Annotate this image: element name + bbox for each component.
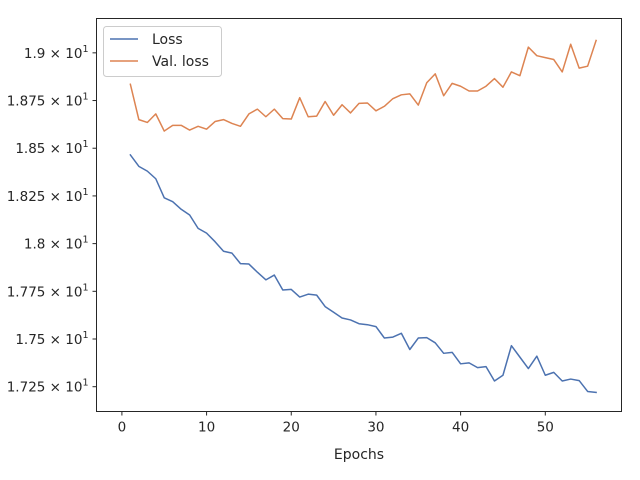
series-layer xyxy=(129,39,598,394)
y-tick-label: 1.725 × 101 xyxy=(7,378,89,396)
plot-frame xyxy=(96,18,622,412)
y-axis-ticks: 1.725 × 101 1.75 × 101 1.775 × 101 1.8 × 10… xyxy=(7,44,97,396)
y-tick-label: 1.85 × 101 xyxy=(15,139,88,157)
x-tick-label: 40 xyxy=(452,420,469,436)
series-line-loss xyxy=(129,153,597,394)
y-tick-label: 1.75 × 101 xyxy=(15,330,88,348)
y-tick-label: 1.875 × 101 xyxy=(7,92,89,110)
x-tick-label: 20 xyxy=(283,420,300,436)
y-tick-label: 1.9 × 101 xyxy=(24,44,89,62)
x-tick-label: 10 xyxy=(198,420,215,436)
y-tick-label: 1.775 × 101 xyxy=(7,282,89,300)
x-tick-label: 50 xyxy=(537,420,554,436)
legend: Loss Val. loss xyxy=(103,26,222,77)
x-tick-label: 0 xyxy=(118,420,127,436)
y-tick-label: 1.8 × 101 xyxy=(24,235,89,253)
legend-label-val-loss: Val. loss xyxy=(152,54,209,70)
x-axis-title: Epochs xyxy=(334,447,384,463)
x-tick-label: 30 xyxy=(367,420,384,436)
x-axis-ticks: 0 10 20 30 40 50 xyxy=(118,411,554,436)
series-line-val-loss xyxy=(129,39,598,132)
legend-label-loss: Loss xyxy=(152,32,183,48)
y-tick-label: 1.825 × 101 xyxy=(7,187,89,205)
